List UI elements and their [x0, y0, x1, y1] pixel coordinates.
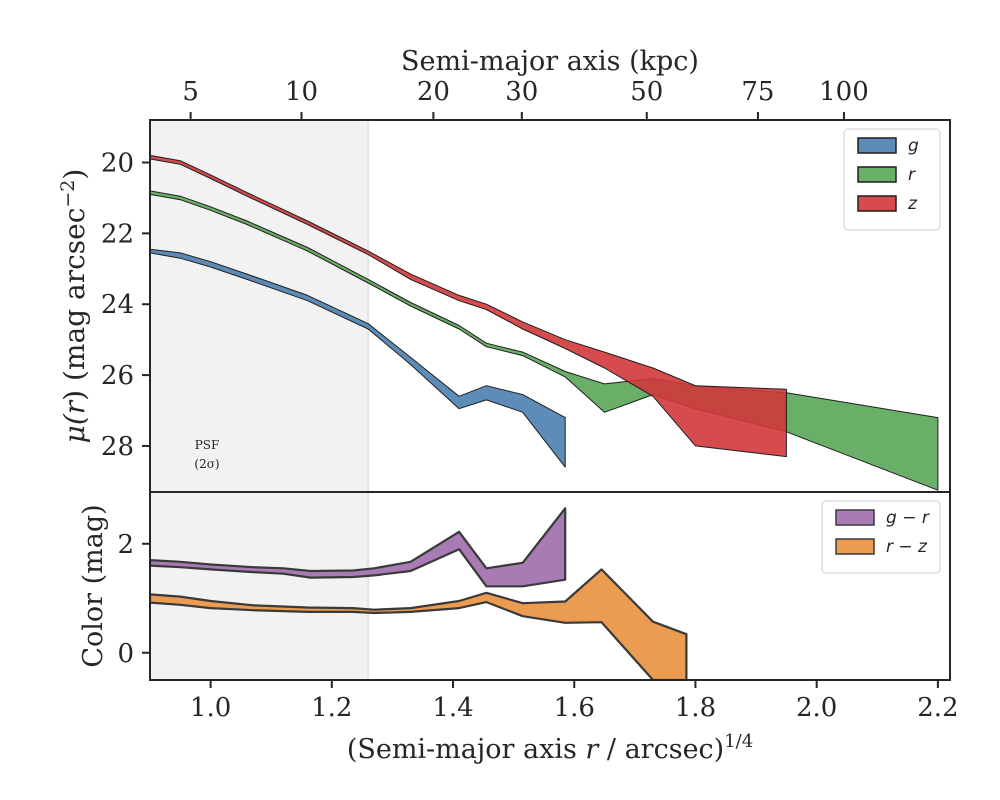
- x-tick-label: 1.4: [432, 693, 473, 723]
- band-z-area: [150, 154, 787, 458]
- legend-swatch: [835, 538, 875, 555]
- color-y-tick-label: 2: [117, 530, 134, 560]
- top-x-tick-label: 100: [819, 77, 869, 107]
- legend-swatch: [857, 195, 897, 212]
- psf-shaded-region: [150, 120, 369, 492]
- color-panel: 02 1.0 1.2 1.4 1.6 1.8 2.0 2.2 Color (mag) (Se…: [78, 491, 959, 765]
- top-x-tick-label: 50: [630, 77, 663, 107]
- top-x-tick-label: 30: [505, 77, 538, 107]
- legend-swatch: [857, 166, 897, 183]
- psf-label-line1: PSF: [195, 438, 220, 452]
- top-x-tick-label: 10: [285, 77, 318, 107]
- psf-shaded-region: [150, 492, 369, 680]
- x-tick-label: 1.6: [554, 693, 595, 723]
- x-axis-label: (Semi-major axis r / arcsec)1/4: [347, 731, 753, 765]
- surface-brightness-panel: 20 22 24 26 28 5 10 20 30 50 75 100 Semi-major axi…: [57, 46, 951, 493]
- y-tick-label: 22: [101, 219, 134, 249]
- legend-swatch: [857, 137, 897, 154]
- legend-swatch: [835, 509, 875, 526]
- profile-bands: [150, 154, 939, 491]
- top-axis-label: Semi-major axis (kpc): [401, 46, 699, 77]
- color-y-axis-ticks: 02: [117, 530, 150, 669]
- top-x-tick-label: 5: [182, 77, 199, 107]
- y-tick-label: 20: [101, 149, 134, 179]
- band-g-area: [150, 248, 566, 468]
- psf-label: PSF (2σ): [194, 438, 219, 471]
- color-bands: [150, 507, 688, 680]
- top-x-axis-ticks: 5 10 20 30 50 75 100: [182, 77, 869, 120]
- y-tick-label: 28: [101, 432, 134, 462]
- legend-label: g − r: [886, 508, 930, 528]
- band-legend: grz: [843, 128, 941, 231]
- top-x-tick-label: 75: [741, 77, 774, 107]
- y-tick-label: 26: [101, 361, 134, 391]
- top-x-tick-label: 20: [417, 77, 450, 107]
- y-tick-label: 24: [101, 290, 134, 320]
- legend-label: r − z: [886, 537, 928, 557]
- color-legend: g − r r − z: [821, 500, 941, 574]
- band-rz-area: [150, 568, 688, 680]
- x-tick-label: 2.2: [917, 693, 958, 723]
- x-tick-label: 2.0: [796, 693, 837, 723]
- legend-label: r: [908, 165, 916, 185]
- legend-label: g: [908, 136, 919, 156]
- mu-axis-label: μ(r) (mag arcsec−2): [57, 169, 91, 444]
- x-tick-label: 1.2: [311, 693, 352, 723]
- psf-label-line2: (2σ): [194, 457, 219, 471]
- x-tick-label: 1.8: [675, 693, 716, 723]
- color-axis-label: Color (mag): [78, 504, 109, 667]
- color-y-tick-label: 0: [117, 639, 134, 669]
- bottom-panel-frame: [149, 491, 951, 681]
- x-axis-ticks: 1.0 1.2 1.4 1.6 1.8 2.0 2.2: [190, 680, 959, 723]
- legend-label: z: [907, 194, 918, 214]
- y-axis-ticks: 20 22 24 26 28: [101, 149, 150, 462]
- x-tick-label: 1.0: [190, 693, 231, 723]
- band-gr-area: [150, 507, 567, 588]
